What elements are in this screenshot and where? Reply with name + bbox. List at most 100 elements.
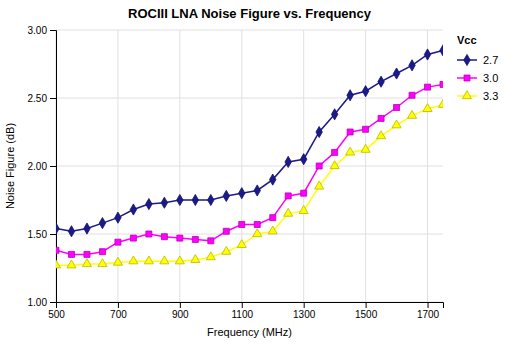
point	[146, 231, 152, 237]
y-tick-label: 2.50	[28, 93, 48, 104]
point	[316, 163, 322, 169]
point	[223, 190, 229, 201]
point	[423, 104, 432, 112]
point	[223, 228, 229, 234]
point	[84, 251, 90, 257]
legend-item: 2.7	[457, 54, 498, 66]
point	[409, 60, 415, 71]
y-tick-mark	[50, 166, 56, 167]
point	[98, 259, 107, 267]
point	[269, 174, 275, 185]
point	[192, 194, 198, 205]
x-tick-label: 500	[48, 309, 65, 320]
point	[208, 238, 214, 244]
series	[56, 45, 443, 237]
x-tick-mark	[118, 302, 119, 308]
x-tick-label: 1500	[355, 309, 378, 320]
x-axis-title: Frequency (MHz)	[207, 326, 292, 338]
x-tick-label: 1700	[417, 309, 440, 320]
point	[270, 215, 276, 221]
x-tick: 1300	[293, 302, 316, 320]
point	[393, 68, 399, 79]
x-tick-mark	[180, 302, 181, 308]
legend-item: 3.0	[457, 72, 498, 84]
point	[409, 92, 415, 98]
series-line	[56, 84, 443, 254]
point	[301, 190, 307, 196]
point	[425, 84, 431, 90]
point	[438, 100, 443, 108]
y-tick-mark	[50, 234, 56, 235]
y-tick: 1.50	[28, 229, 56, 240]
y-tick-mark	[50, 302, 56, 303]
point	[160, 256, 169, 264]
point	[113, 257, 122, 265]
point	[56, 223, 59, 234]
x-tick: 900	[172, 302, 189, 320]
x-tick-mark	[304, 302, 305, 308]
x-tick-mark	[242, 302, 243, 308]
point	[377, 131, 386, 139]
legend-title: Vcc	[457, 34, 477, 46]
point	[129, 256, 138, 264]
legend-symbol	[464, 54, 470, 65]
point	[99, 218, 105, 229]
y-tick-label: 3.00	[28, 25, 48, 36]
point	[378, 76, 384, 87]
point	[378, 115, 384, 121]
point	[144, 256, 153, 264]
x-tick-mark	[366, 302, 367, 308]
point	[82, 259, 91, 267]
point	[146, 198, 152, 209]
point	[68, 251, 74, 257]
point	[347, 129, 353, 135]
point	[99, 249, 105, 255]
series	[56, 100, 443, 268]
x-tick-label: 700	[110, 309, 127, 320]
grid-line-y	[56, 234, 443, 235]
point	[177, 235, 183, 241]
x-tick: 700	[110, 302, 127, 320]
x-tick: 1100	[232, 302, 254, 320]
point	[361, 144, 370, 152]
point	[254, 221, 260, 227]
point	[191, 255, 200, 263]
point	[363, 126, 369, 132]
x-tick-label: 1100	[232, 309, 254, 320]
y-tick-label: 1.50	[28, 229, 48, 240]
point	[84, 223, 90, 234]
marks	[56, 45, 443, 268]
point	[394, 105, 400, 111]
point	[362, 86, 368, 97]
point	[206, 252, 215, 260]
point	[347, 90, 353, 101]
legend-symbol	[462, 91, 471, 99]
point	[440, 81, 443, 87]
point	[331, 109, 337, 120]
grid-line-y	[56, 98, 443, 99]
legend-label: 3.0	[483, 72, 498, 84]
point	[253, 229, 262, 237]
point	[130, 235, 136, 241]
plot: 50070090011001300150017001.001.502.002.5…	[28, 25, 448, 320]
y-axis: 1.001.502.002.503.00	[28, 25, 57, 308]
point	[440, 45, 443, 56]
y-tick-mark	[50, 98, 56, 99]
point	[332, 149, 338, 155]
title: ROCIII LNA Noise Figure vs. Frequency	[128, 6, 372, 21]
y-axis-title: Noise Figure (dB)	[4, 123, 16, 209]
x-tick: 1500	[355, 302, 378, 320]
point	[222, 246, 231, 254]
x-tick: 500	[48, 302, 65, 320]
point	[300, 154, 306, 165]
grid	[56, 30, 443, 302]
legend-symbol	[464, 75, 470, 81]
y-tick-label: 2.00	[28, 161, 48, 172]
series-line	[56, 50, 443, 231]
point	[175, 256, 184, 264]
grid-line-y	[56, 30, 443, 31]
point	[161, 234, 167, 240]
point	[68, 226, 74, 237]
x-axis-line	[57, 303, 444, 309]
point	[299, 206, 308, 214]
